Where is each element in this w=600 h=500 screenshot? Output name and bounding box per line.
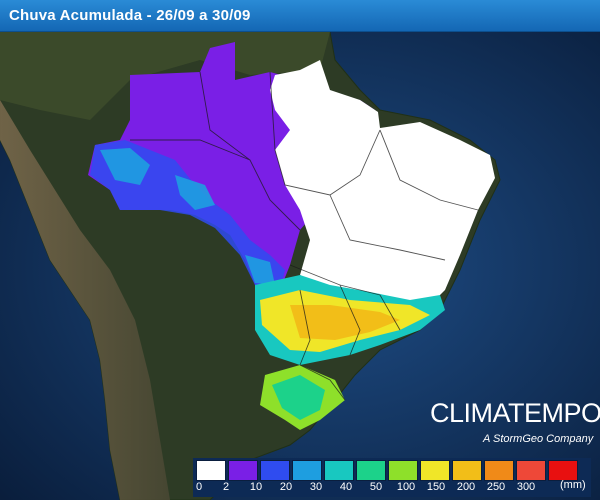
legend-tick-label: 10 (249, 481, 263, 493)
legend-tick-label: 40 (339, 481, 353, 493)
rain-0mm-northeast (270, 60, 495, 305)
andes-region (0, 100, 170, 500)
brand-logo: CLIMATEMPO A StormGeo Company (430, 398, 600, 448)
legend-tick-label: 200 (456, 481, 476, 493)
brand-name: CLIMATEMPO (430, 398, 600, 428)
legend-tick-label: 250 (486, 481, 506, 493)
legend-swatch (388, 460, 418, 481)
legend-tick-label: 50 (369, 481, 383, 493)
legend-tick-label: 300 (516, 481, 536, 493)
title-bar: Chuva Acumulada - 26/09 a 30/09 (0, 0, 600, 32)
rain-150-200mm-band (290, 305, 400, 340)
legend-swatches (196, 460, 580, 481)
legend-tick-label: 150 (426, 481, 446, 493)
rainfall-overlay (88, 42, 495, 430)
legend-swatch (228, 460, 258, 481)
legend-swatch (420, 460, 450, 481)
legend-tick-label: 20 (279, 481, 293, 493)
rain-20-30mm-patches (100, 148, 275, 285)
northern-coast (0, 32, 330, 120)
rainfall-map (0, 32, 600, 500)
legend-unit: (mm) (560, 479, 586, 491)
color-legend: 0 2 10 20 30 40 50 100 150 200 250 300 (mm) (193, 458, 591, 497)
legend-tick-label: 2 (222, 481, 230, 493)
legend-tick-label: 100 (396, 481, 416, 493)
brand-tagline: A StormGeo Company (483, 433, 594, 445)
legend-swatch (292, 460, 322, 481)
legend-swatch (324, 460, 354, 481)
legend-ticks: 0 2 10 20 30 40 50 100 150 200 250 300 (193, 481, 591, 495)
rain-south-core (272, 375, 325, 420)
legend-swatch (484, 460, 514, 481)
legend-swatch (452, 460, 482, 481)
map-title: Chuva Acumulada - 26/09 a 30/09 (9, 7, 251, 24)
legend-swatch (260, 460, 290, 481)
legend-swatch (548, 460, 578, 481)
legend-tick-label: 30 (309, 481, 323, 493)
state-borders (130, 71, 479, 401)
legend-tick-label: 0 (195, 481, 203, 493)
legend-swatch (356, 460, 386, 481)
legend-swatch (196, 460, 226, 481)
legend-swatch (516, 460, 546, 481)
